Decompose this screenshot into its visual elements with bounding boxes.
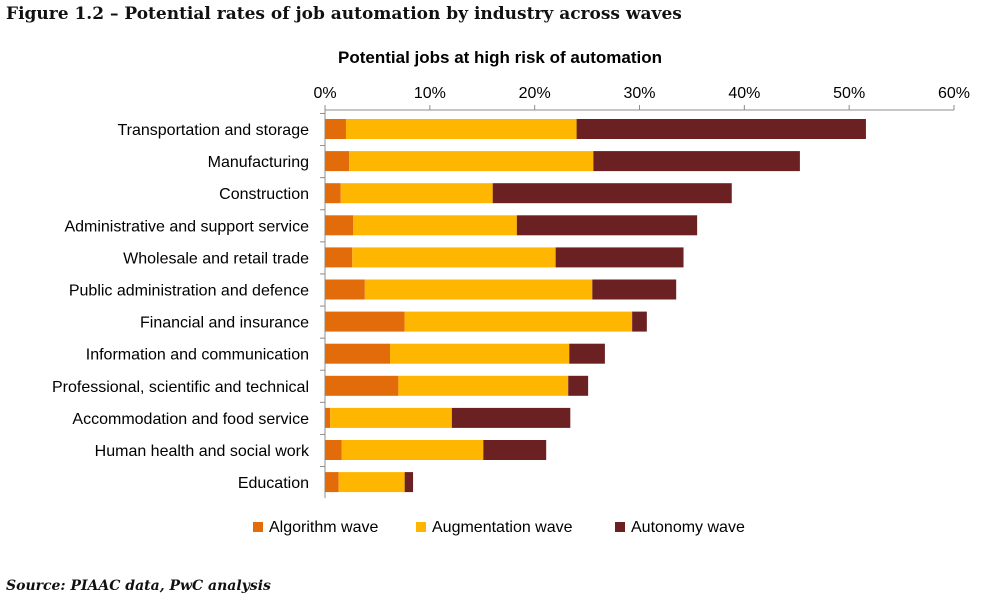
x-tick-label: 30%	[623, 85, 655, 102]
x-tick-label: 20%	[519, 85, 551, 102]
category-label: Manufacturing	[208, 154, 309, 171]
bar-segment-algorithm-wave	[325, 440, 342, 460]
legend-label: Augmentation wave	[432, 519, 573, 536]
bar-segment-algorithm-wave	[325, 279, 365, 300]
category-label: Construction	[219, 186, 309, 203]
category-label: Education	[238, 475, 309, 492]
category-label: Financial and insurance	[140, 315, 309, 332]
bar-segment-algorithm-wave	[325, 119, 346, 139]
bar-segment-algorithm-wave	[325, 343, 390, 364]
category-label: Transportation and storage	[117, 122, 309, 139]
category-label: Wholesale and retail trade	[123, 250, 309, 267]
bar-segment-autonomy-wave	[483, 440, 547, 460]
bar-segment-augmentation-wave	[330, 407, 452, 428]
chart-title: Potential jobs at high risk of automatio…	[338, 48, 662, 67]
bar-segment-algorithm-wave	[325, 311, 405, 332]
legend-swatch	[253, 522, 263, 532]
category-label: Human health and social work	[95, 443, 310, 460]
bar-segment-algorithm-wave	[325, 375, 399, 396]
legend-label: Algorithm wave	[269, 519, 378, 536]
bar-segment-augmentation-wave	[389, 343, 570, 364]
bar-segment-augmentation-wave	[404, 311, 633, 332]
bar-segment-autonomy-wave	[593, 151, 800, 172]
legend-swatch	[416, 522, 426, 532]
bar-segment-augmentation-wave	[352, 247, 556, 268]
x-tick-label: 40%	[728, 85, 760, 102]
x-tick-label: 50%	[833, 85, 865, 102]
category-label: Accommodation and food service	[72, 411, 309, 428]
bar-segment-autonomy-wave	[569, 343, 605, 364]
bar-segment-algorithm-wave	[325, 183, 341, 204]
category-label: Information and communication	[86, 347, 309, 364]
category-label: Public administration and defence	[69, 283, 309, 300]
legend-swatch	[615, 522, 625, 532]
x-tick-label: 0%	[313, 85, 336, 102]
figure-title: Figure 1.2 – Potential rates of job auto…	[6, 4, 682, 24]
bar-segment-autonomy-wave	[592, 279, 677, 300]
source-note: Source: PIAAC data, PwC analysis	[6, 578, 271, 594]
bar-segment-augmentation-wave	[338, 472, 405, 493]
bar-segment-autonomy-wave	[576, 119, 866, 139]
bar-segment-autonomy-wave	[516, 215, 698, 236]
bar-segment-augmentation-wave	[353, 215, 517, 236]
bar-segment-autonomy-wave	[492, 183, 732, 204]
category-label: Professional, scientific and technical	[52, 379, 309, 396]
x-tick-label: 10%	[414, 85, 446, 102]
bar-segment-autonomy-wave	[555, 247, 684, 268]
bar-segment-algorithm-wave	[325, 407, 331, 428]
bar-segment-augmentation-wave	[340, 183, 493, 204]
category-label: Administrative and support service	[64, 218, 309, 235]
bar-segment-algorithm-wave	[325, 215, 354, 236]
bar-segment-augmentation-wave	[364, 279, 593, 300]
bar-segment-autonomy-wave	[404, 472, 414, 493]
bar-segment-algorithm-wave	[325, 247, 353, 268]
bar-segment-augmentation-wave	[341, 440, 484, 460]
bar-segment-autonomy-wave	[632, 311, 647, 332]
bar-segment-algorithm-wave	[325, 151, 350, 172]
bar-segment-augmentation-wave	[398, 375, 569, 396]
bar-segment-algorithm-wave	[325, 472, 339, 493]
bar-segment-autonomy-wave	[451, 407, 571, 428]
legend-label: Autonomy wave	[631, 519, 745, 536]
bar-segment-augmentation-wave	[345, 119, 577, 139]
bar-segment-autonomy-wave	[568, 375, 589, 396]
bar-segment-augmentation-wave	[349, 151, 594, 172]
x-tick-label: 60%	[938, 85, 970, 102]
